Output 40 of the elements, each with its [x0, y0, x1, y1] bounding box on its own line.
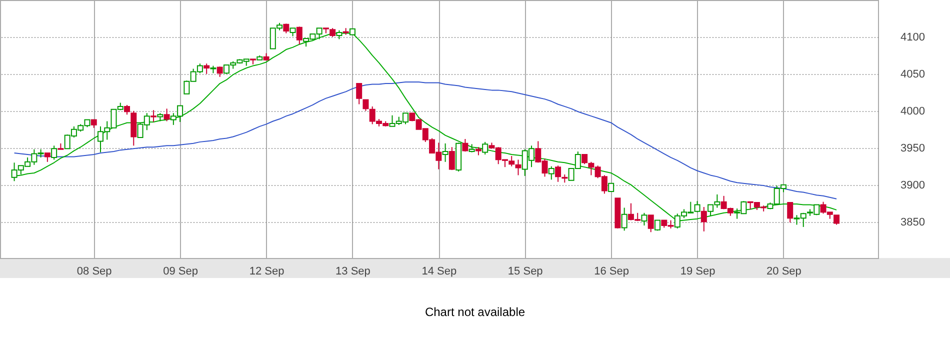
candlestick — [621, 207, 628, 232]
x-tick-label: 09 Sep — [163, 266, 198, 278]
candlestick — [124, 104, 130, 116]
y-tick-label: 4100 — [900, 31, 925, 44]
candlestick — [648, 214, 654, 233]
x-tick-label: 19 Sep — [680, 266, 716, 278]
candlestick — [283, 23, 290, 34]
text: Chart not available — [424, 305, 526, 319]
candlestick — [204, 63, 210, 74]
y-tick-label: 4000 — [900, 105, 925, 118]
y-tick-label: 3850 — [900, 216, 925, 228]
y-tick-label: 3900 — [900, 179, 925, 192]
y-tick-label: 4050 — [900, 68, 925, 80]
candlestick — [482, 141, 488, 156]
candlestick — [296, 26, 302, 45]
candlestick — [164, 108, 170, 122]
candlestick — [216, 66, 223, 78]
candlestick — [555, 165, 562, 182]
y-tick-label: 3950 — [900, 142, 925, 154]
x-tick-label: 16 Sep — [594, 266, 630, 278]
x-tick-label: 14 Sep — [422, 266, 457, 278]
candlestick — [51, 145, 58, 160]
candlestick — [700, 206, 707, 232]
x-tick-label: 15 Sep — [508, 266, 543, 278]
candlestick — [787, 202, 794, 224]
candlestick — [515, 159, 522, 176]
candlestick — [448, 146, 455, 171]
candlestick — [582, 154, 588, 165]
candlestick — [362, 99, 369, 112]
candlestick — [462, 138, 468, 152]
candlestick — [150, 110, 157, 122]
candlestick — [442, 142, 448, 162]
candlestick — [130, 110, 137, 146]
candlestick — [356, 83, 362, 105]
candlestick — [548, 166, 554, 180]
x-tick-label: 13 Sep — [336, 266, 370, 278]
candlestick — [641, 212, 648, 226]
x-tick-label: 12 Sep — [249, 266, 284, 278]
x-tick-label: 08 Sep — [76, 266, 112, 278]
x-tick-label: 20 Sep — [766, 266, 802, 278]
